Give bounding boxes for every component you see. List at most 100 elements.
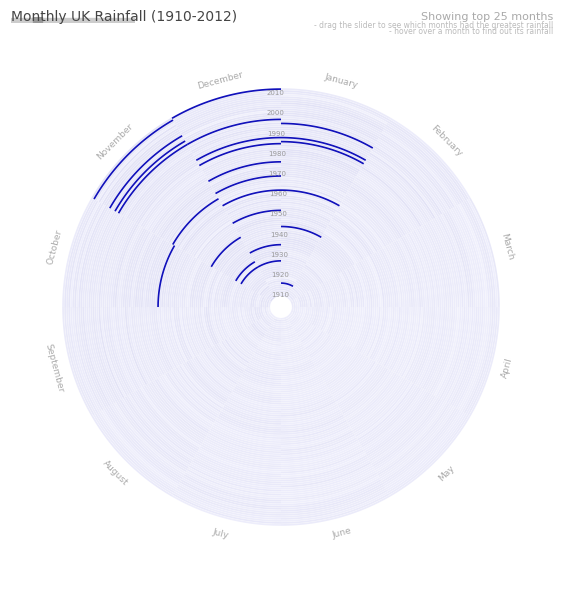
Polygon shape: [281, 341, 301, 348]
Polygon shape: [98, 307, 125, 399]
Polygon shape: [281, 185, 342, 203]
Polygon shape: [261, 268, 281, 275]
Polygon shape: [187, 469, 281, 495]
Polygon shape: [220, 185, 281, 203]
Polygon shape: [236, 217, 281, 231]
Polygon shape: [229, 396, 281, 411]
Polygon shape: [266, 276, 281, 282]
Polygon shape: [228, 202, 281, 217]
Polygon shape: [101, 217, 126, 307]
Polygon shape: [206, 307, 217, 345]
Polygon shape: [355, 263, 369, 307]
Polygon shape: [70, 307, 100, 412]
Polygon shape: [416, 228, 439, 307]
Polygon shape: [281, 240, 315, 250]
Polygon shape: [249, 275, 264, 290]
Polygon shape: [320, 346, 350, 376]
Polygon shape: [217, 416, 281, 435]
Polygon shape: [185, 114, 281, 142]
Polygon shape: [240, 287, 247, 307]
Polygon shape: [281, 357, 311, 366]
Polygon shape: [66, 200, 97, 307]
Polygon shape: [137, 163, 199, 225]
Polygon shape: [183, 208, 225, 251]
Polygon shape: [251, 359, 281, 368]
Polygon shape: [281, 327, 293, 332]
Polygon shape: [422, 307, 445, 389]
Polygon shape: [429, 221, 454, 307]
Polygon shape: [353, 307, 366, 350]
Polygon shape: [303, 266, 321, 284]
Polygon shape: [211, 347, 241, 377]
Polygon shape: [270, 284, 281, 289]
Polygon shape: [246, 307, 252, 324]
Polygon shape: [334, 307, 344, 338]
Polygon shape: [222, 307, 232, 337]
Polygon shape: [281, 453, 366, 477]
Polygon shape: [264, 307, 268, 315]
Polygon shape: [90, 212, 117, 307]
Polygon shape: [181, 479, 281, 507]
Polygon shape: [207, 434, 281, 455]
Polygon shape: [137, 307, 158, 379]
Polygon shape: [293, 285, 302, 296]
Polygon shape: [341, 272, 352, 307]
Polygon shape: [129, 307, 151, 383]
Polygon shape: [171, 307, 188, 362]
Polygon shape: [323, 349, 355, 381]
Polygon shape: [298, 277, 311, 290]
Polygon shape: [226, 197, 281, 214]
Polygon shape: [281, 126, 371, 152]
Polygon shape: [214, 421, 281, 441]
Polygon shape: [348, 267, 360, 307]
Polygon shape: [88, 307, 116, 403]
Polygon shape: [179, 256, 194, 307]
Polygon shape: [415, 307, 437, 385]
Polygon shape: [281, 362, 314, 372]
Polygon shape: [208, 270, 219, 307]
Polygon shape: [281, 248, 311, 257]
Polygon shape: [281, 147, 361, 170]
Polygon shape: [369, 396, 436, 462]
Polygon shape: [68, 307, 98, 414]
Polygon shape: [281, 95, 387, 124]
Polygon shape: [424, 224, 447, 307]
Polygon shape: [127, 307, 149, 384]
Polygon shape: [310, 307, 316, 324]
Polygon shape: [390, 243, 409, 307]
Polygon shape: [333, 359, 373, 399]
Polygon shape: [261, 341, 281, 348]
Polygon shape: [281, 437, 357, 459]
Polygon shape: [66, 307, 97, 414]
Polygon shape: [250, 360, 281, 370]
Polygon shape: [228, 254, 251, 278]
Polygon shape: [253, 252, 281, 261]
Polygon shape: [437, 307, 464, 399]
Polygon shape: [281, 408, 340, 425]
Polygon shape: [252, 279, 265, 291]
Polygon shape: [355, 381, 411, 437]
Polygon shape: [281, 390, 330, 405]
Polygon shape: [281, 441, 359, 463]
Polygon shape: [161, 247, 179, 307]
Polygon shape: [202, 228, 236, 262]
Polygon shape: [427, 222, 451, 307]
Polygon shape: [88, 211, 116, 307]
Polygon shape: [281, 464, 372, 489]
Polygon shape: [170, 196, 218, 244]
Text: Showing top 25 months: Showing top 25 months: [422, 12, 554, 22]
Polygon shape: [281, 169, 350, 189]
Polygon shape: [455, 307, 484, 408]
Polygon shape: [206, 435, 281, 457]
Polygon shape: [93, 213, 119, 307]
Polygon shape: [70, 202, 100, 307]
Polygon shape: [306, 291, 312, 307]
Polygon shape: [330, 356, 367, 393]
Polygon shape: [324, 282, 332, 307]
Polygon shape: [411, 231, 433, 307]
Polygon shape: [311, 337, 334, 360]
Text: 1940: 1940: [270, 232, 288, 238]
Polygon shape: [375, 142, 446, 213]
Polygon shape: [362, 165, 423, 226]
Polygon shape: [260, 285, 269, 296]
